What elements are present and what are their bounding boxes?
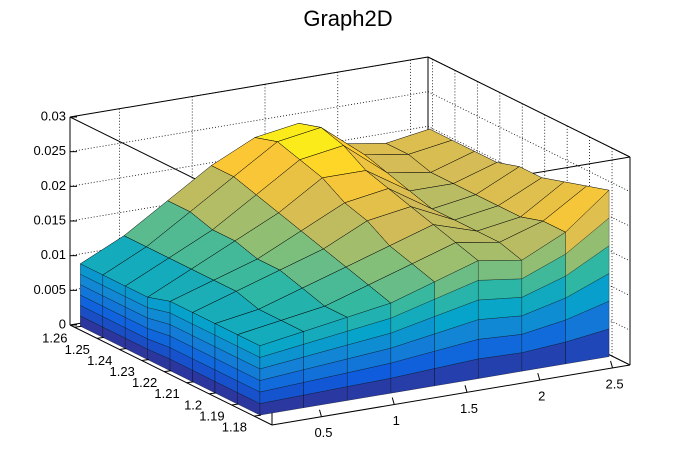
y-tick-label: 1.26 — [42, 331, 67, 346]
z-tick-label: 0.01 — [41, 247, 66, 262]
y-tick — [186, 381, 194, 384]
y-tick-label: 1.24 — [87, 353, 112, 368]
y-tick-label: 1.2 — [184, 397, 202, 412]
z-tick-label: 0.015 — [33, 212, 66, 227]
y-tick-label: 1.22 — [132, 375, 157, 390]
y-tick-label: 1.18 — [222, 420, 247, 435]
z-tick-label: 0.03 — [41, 108, 66, 123]
y-tick — [141, 359, 149, 362]
x-tick — [537, 372, 541, 381]
x-tick-label: 2.5 — [605, 376, 623, 391]
wall-band — [478, 297, 522, 320]
y-tick — [74, 325, 82, 328]
z-tick-label: 0.025 — [33, 143, 66, 158]
x-tick — [610, 360, 614, 369]
y-tick-label: 1.19 — [199, 408, 224, 423]
y-tick — [231, 403, 239, 406]
y-tick — [164, 370, 172, 373]
wall-band — [259, 331, 304, 358]
wall-band — [478, 260, 522, 281]
x-tick — [464, 385, 468, 393]
x-tick-label: 2 — [538, 389, 545, 404]
x-tick-label: 1 — [393, 413, 400, 428]
grid-line — [69, 125, 429, 187]
box-edge — [271, 364, 631, 426]
z-tick-label: 0 — [59, 316, 66, 331]
chart-title: Graph2D — [303, 6, 392, 31]
y-tick — [119, 347, 127, 350]
y-tick-label: 1.25 — [65, 342, 90, 357]
grid-line — [69, 91, 429, 153]
y-tick — [96, 336, 105, 339]
y-tick-label: 1.23 — [110, 364, 135, 379]
y-tick — [209, 392, 217, 395]
z-tick-label: 0.02 — [41, 178, 66, 193]
grid-line — [69, 160, 429, 222]
box-edge — [427, 56, 631, 158]
y-tick — [253, 414, 262, 417]
box-edge — [69, 324, 273, 426]
y-tick-label: 1.21 — [154, 386, 179, 401]
z-tick-label: 0.005 — [33, 282, 66, 297]
wall-band — [478, 278, 522, 301]
x-tick-label: 1.5 — [460, 401, 478, 416]
grid-line — [69, 56, 429, 118]
x-tick-label: 0.5 — [314, 425, 332, 440]
x-tick — [318, 409, 322, 417]
x-tick — [391, 397, 395, 405]
